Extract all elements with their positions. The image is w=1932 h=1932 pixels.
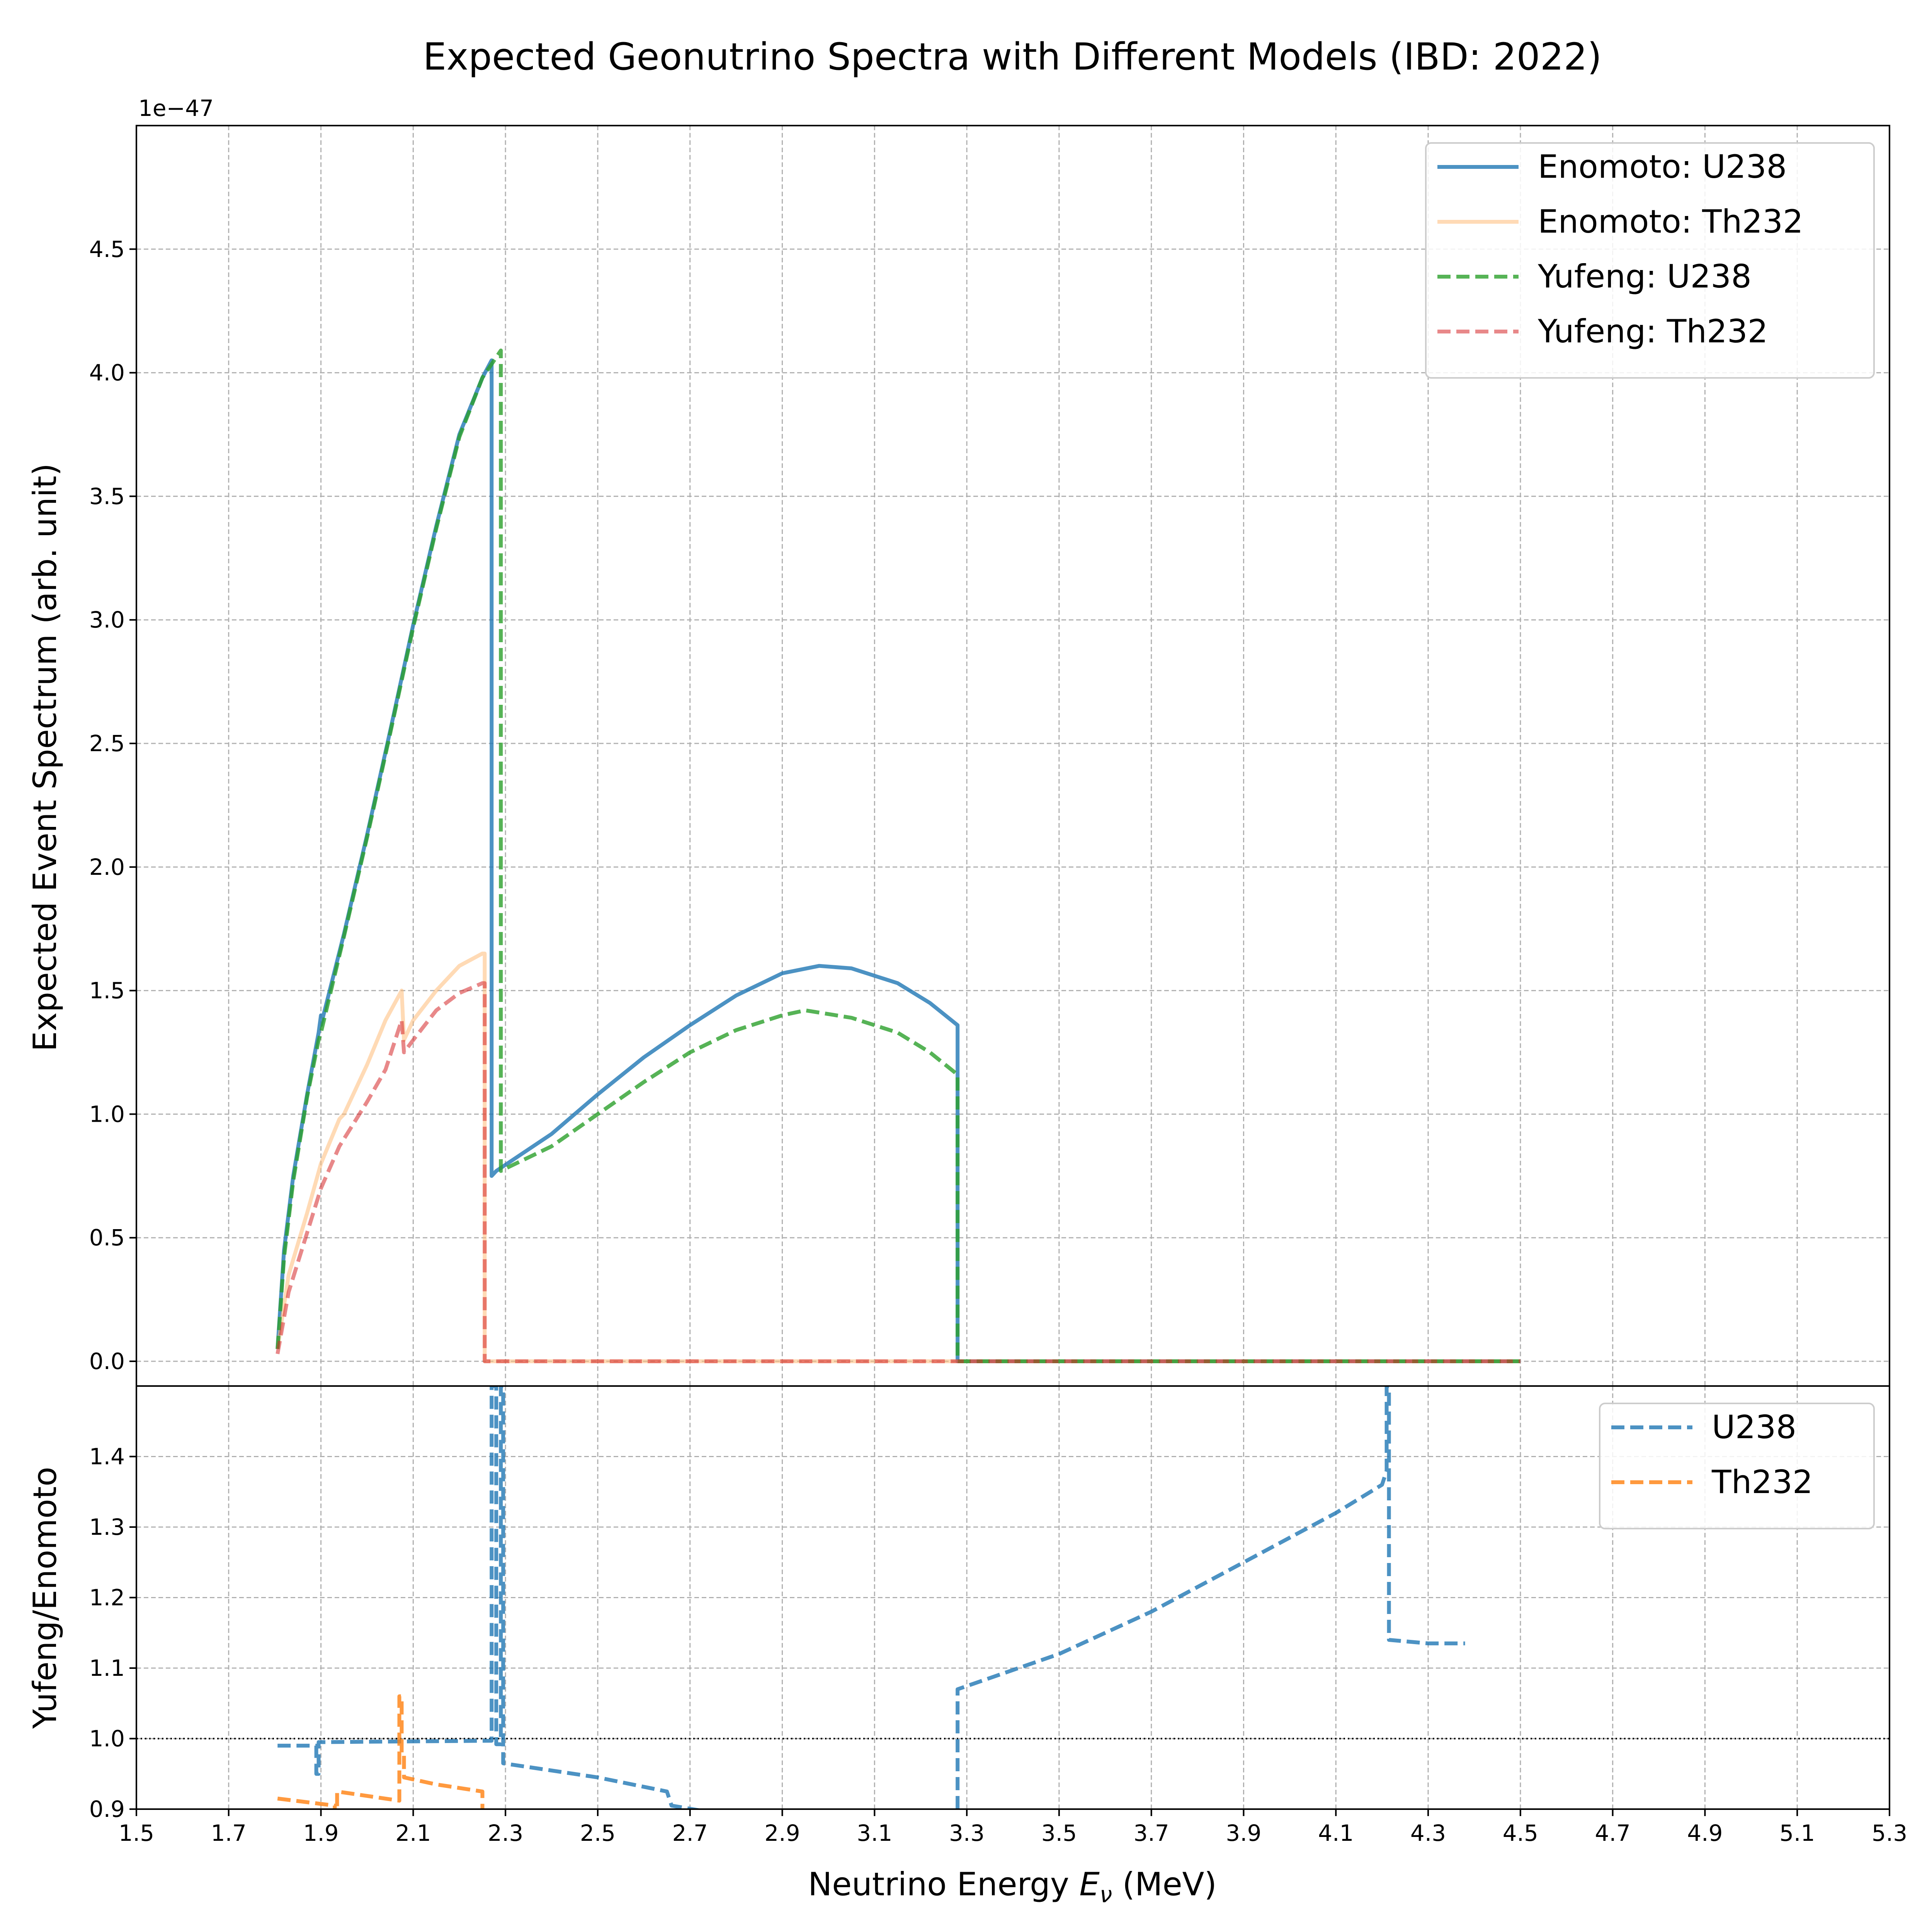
- x-tick-label: 4.7: [1595, 1820, 1631, 1846]
- axis-ticks: 0.0 0.5 1.0 1.5 2.0 2.5 3.0 3.5 4.0 4.5 1.5 1.7 1.9 2…: [89, 236, 1907, 1846]
- top-y-tick-label: 3.0: [89, 607, 125, 633]
- chart-title: Expected Geonutrino Spectra with Differe…: [423, 35, 1602, 78]
- top-y-tick-label: 2.0: [89, 854, 125, 880]
- x-tick-label: 3.3: [949, 1820, 985, 1846]
- top-y-tick-label: 3.5: [89, 483, 125, 509]
- top-legend-label: Enomoto: Th232: [1538, 203, 1803, 240]
- x-tick-label: 2.5: [580, 1820, 616, 1846]
- x-tick-label: 3.9: [1226, 1820, 1261, 1846]
- bottom-y-axis-label: Yufeng/Enomoto: [26, 1467, 64, 1729]
- x-tick-label: 2.9: [764, 1820, 800, 1846]
- bottom-y-tick-label: 1.4: [89, 1444, 125, 1470]
- bottom-legend-label: Th232: [1711, 1463, 1813, 1501]
- x-tick-label: 4.5: [1503, 1820, 1538, 1846]
- x-tick-label: 1.5: [119, 1820, 154, 1846]
- x-tick-label: 3.7: [1134, 1820, 1169, 1846]
- top-y-axis-label: Expected Event Spectrum (arb. unit): [26, 463, 64, 1051]
- top-y-tick-label: 0.5: [89, 1225, 125, 1251]
- x-tick-label: 4.1: [1318, 1820, 1354, 1846]
- top-y-tick-label: 2.5: [89, 730, 125, 757]
- top-series-line: [276, 951, 1520, 1363]
- top-series-line: [276, 981, 1520, 1363]
- x-axis-label: Neutrino Energy Eν (MeV): [808, 1866, 1217, 1908]
- top-y-tick-label: 1.0: [89, 1101, 125, 1127]
- bottom-y-tick-label: 1.2: [89, 1585, 125, 1611]
- x-tick-label: 1.9: [303, 1820, 338, 1846]
- bottom-series-group: [136, 1386, 1889, 1809]
- top-y-tick-label: 4.5: [89, 236, 125, 262]
- x-tick-label: 3.1: [857, 1820, 892, 1846]
- top-legend-box: [1425, 142, 1875, 379]
- top-y-tick-label: 4.0: [89, 360, 125, 386]
- x-tick-label: 3.5: [1041, 1820, 1077, 1846]
- bottom-legend-box: [1599, 1403, 1875, 1529]
- top-legend: Enomoto: U238 Enomoto: Th232 Yufeng: U238 Y…: [1425, 142, 1875, 379]
- x-tick-label: 5.1: [1779, 1820, 1815, 1846]
- bottom-y-tick-label: 1.0: [89, 1726, 125, 1752]
- x-tick-label: 2.1: [395, 1820, 431, 1846]
- x-tick-label: 5.3: [1872, 1820, 1907, 1846]
- bottom-legend-label: U238: [1712, 1408, 1796, 1446]
- x-tick-label: 2.3: [488, 1820, 523, 1846]
- top-legend-label: Yufeng: U238: [1537, 258, 1752, 295]
- bottom-y-tick-label: 1.3: [89, 1514, 125, 1540]
- top-series-group: [276, 349, 1520, 1363]
- bottom-series-line: [277, 1694, 485, 1809]
- bottom-series-line: [277, 1386, 704, 1809]
- x-tick-label: 1.7: [211, 1820, 247, 1846]
- top-series-line: [276, 349, 1520, 1363]
- top-series-line: [276, 358, 1520, 1363]
- y-offset-text: 1e−47: [138, 95, 214, 121]
- top-legend-label: Enomoto: U238: [1538, 148, 1787, 185]
- x-tick-label: 4.3: [1410, 1820, 1446, 1846]
- x-tick-label: 4.9: [1687, 1820, 1723, 1846]
- bottom-legend: U238 Th232: [1599, 1403, 1875, 1529]
- bottom-series-line: [956, 1386, 1465, 1809]
- bottom-y-tick-label: 1.1: [89, 1655, 125, 1681]
- top-legend-label: Yufeng: Th232: [1537, 313, 1768, 350]
- x-tick-label: 2.7: [672, 1820, 708, 1846]
- top-y-tick-label: 0.0: [89, 1348, 125, 1374]
- top-y-tick-label: 1.5: [89, 978, 125, 1004]
- bottom-y-tick-label: 0.9: [89, 1796, 125, 1822]
